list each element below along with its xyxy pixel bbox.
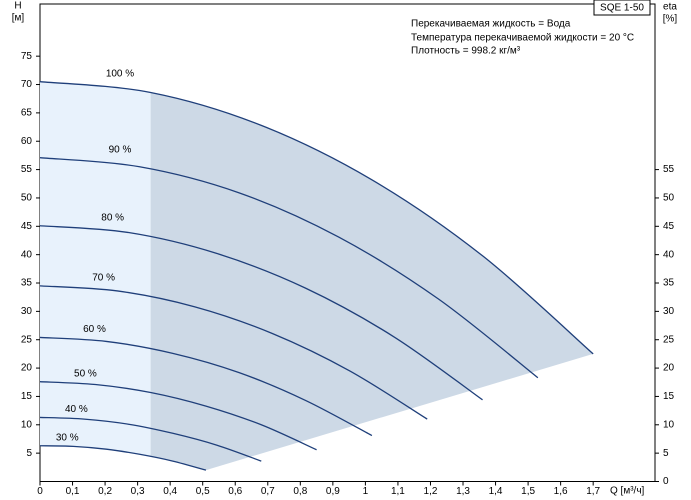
curve-label: 50 %: [74, 368, 97, 379]
region: [150, 92, 594, 471]
x-tick-label: 1,3: [456, 486, 470, 497]
y-tick-label: 60: [21, 136, 33, 147]
curve: [39, 336, 373, 437]
curve: [39, 225, 483, 401]
x-tick-label: 1,2: [424, 486, 438, 497]
x-tick-label: 0,2: [98, 486, 112, 497]
curve: [39, 445, 207, 471]
curve: [39, 381, 317, 451]
x-tick-label: 0,6: [228, 486, 242, 497]
y2-tick-label: 10: [663, 419, 675, 430]
info-box: [408, 17, 648, 57]
curve: [39, 285, 428, 420]
y-tick-label: 40: [21, 249, 33, 260]
x-tick-label: 0,9: [326, 486, 340, 497]
y-unit: [м]: [12, 13, 25, 24]
x-tick-label: 1,4: [489, 486, 503, 497]
x-tick-label: 0,3: [131, 486, 145, 497]
y2-tick-label: 55: [663, 164, 675, 175]
y2-tick-label: 40: [663, 249, 675, 260]
y-tick-label: 15: [21, 391, 33, 402]
curve-label: 40 %: [65, 404, 88, 415]
y2-tick-label: 50: [663, 193, 675, 204]
curve-label: 100 %: [106, 68, 134, 79]
x-tick-label: 1,5: [521, 486, 535, 497]
y2-tick-label: 0: [663, 476, 669, 487]
y2-label: eta: [663, 2, 677, 13]
x-tick-label: 0,1: [66, 486, 80, 497]
y2-tick-label: 20: [663, 363, 675, 374]
y-tick-label: 50: [21, 193, 33, 204]
y-tick-label: 30: [21, 306, 33, 317]
x-tick-label: 1,6: [554, 486, 568, 497]
x-label: Q [м³/ч]: [610, 486, 645, 497]
y2-tick-label: 15: [663, 391, 675, 402]
curve-label: 80 %: [101, 212, 124, 223]
x-tick-label: 0,5: [196, 486, 210, 497]
tag-box: [593, 0, 651, 16]
curve: [39, 81, 594, 355]
y2-tick-label: 45: [663, 221, 675, 232]
x-tick-label: 1,7: [586, 486, 600, 497]
y-tick-label: 65: [21, 108, 33, 119]
curve-label: 30 %: [56, 432, 79, 443]
region-low: [40, 81, 151, 457]
y-tick-label: 75: [21, 51, 33, 62]
y-label: H: [14, 1, 21, 12]
x-tick-label: 0,7: [261, 486, 275, 497]
info-text: Перекачиваемая жидкость = Вода: [411, 19, 571, 30]
y-tick-label: 25: [21, 334, 33, 345]
x-tick-label: 1,1: [391, 486, 405, 497]
y2-tick-label: 25: [663, 334, 675, 345]
y-tick-label: 20: [21, 363, 33, 374]
y-tick-label: 10: [21, 419, 33, 430]
y-tick-label: 5: [26, 448, 32, 459]
curve: [39, 416, 262, 462]
x-tick-label: 0: [37, 486, 43, 497]
x-tick-label: 0,4: [163, 486, 177, 497]
x-tick-label: 1: [363, 486, 369, 497]
curve: [39, 157, 539, 379]
tag: SQE 1-50: [600, 3, 644, 14]
y-tick-label: 35: [21, 278, 33, 289]
info-text: Температура перекачиваемой жидкости = 20…: [411, 33, 634, 44]
y-tick-label: 45: [21, 221, 33, 232]
y-tick-label: 55: [21, 164, 33, 175]
y-tick-label: 70: [21, 79, 33, 90]
y2-tick-label: 35: [663, 278, 675, 289]
x-tick-label: 0,8: [293, 486, 307, 497]
curve-label: 90 %: [109, 144, 132, 155]
curve-label: 60 %: [83, 324, 106, 335]
y2-tick-label: 5: [663, 448, 669, 459]
y2-unit: [%]: [663, 14, 678, 25]
info-text: Плотность = 998.2 кг/м³: [411, 46, 521, 57]
curve-label: 70 %: [92, 272, 115, 283]
y2-tick-label: 30: [663, 306, 675, 317]
